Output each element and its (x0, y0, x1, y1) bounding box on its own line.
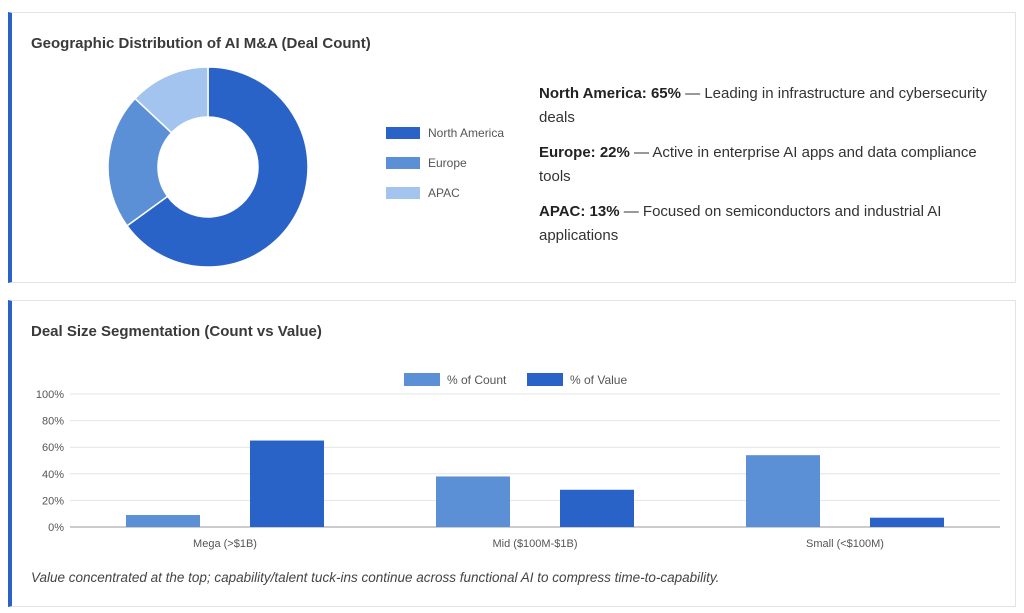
legend-swatch-europe (386, 157, 420, 169)
donut-slice-apac[interactable] (134, 66, 209, 134)
geo-card-title: Geographic Distribution of AI M&A (Deal … (31, 35, 371, 52)
legend-label-apac: APAC (428, 186, 460, 200)
deal-size-bar-chart: % of Count % of Value 0% 20% 40% 60% 80% 100% Me… (36, 373, 1000, 550)
legend-swatch-of-count (404, 373, 440, 386)
chart-note: Value concentrated at the top; capabilit… (31, 570, 720, 585)
region-insights: North America: 65% — Leading in infrastr… (539, 82, 994, 259)
size-card-title: Deal Size Segmentation (Count vs Value) (31, 323, 322, 340)
legend-label-of-count: % of Count (447, 373, 507, 387)
legend-swatch-apac (386, 187, 420, 199)
insight-text: — Focused on semiconductors and industri… (539, 203, 942, 244)
donut-slice-north-america[interactable] (126, 66, 309, 268)
x-tick-label: Small (<$100M) (806, 538, 884, 550)
y-tick-label: 100% (36, 389, 64, 401)
insight-label: APAC: 13% (539, 203, 620, 220)
x-tick-label: Mega (>$1B) (193, 538, 257, 550)
insight-apac: APAC: 13% — Focused on semiconductors an… (539, 200, 994, 248)
legend-label-europe: Europe (428, 156, 467, 170)
insight-label: North America: 65% (539, 85, 681, 102)
y-tick-label: 80% (42, 416, 64, 428)
legend-item-north-america[interactable]: North America (386, 126, 504, 140)
y-tick-label: 40% (42, 469, 64, 481)
bar-small-100m-of-value[interactable] (870, 517, 944, 527)
bar-mid-100m-1b-of-count[interactable] (436, 476, 510, 527)
legend-item-europe[interactable]: Europe (386, 156, 504, 170)
deal-size-segmentation-card: Deal Size Segmentation (Count vs Value) … (8, 300, 1016, 607)
donut-legend: North America Europe APAC (386, 126, 504, 216)
legend-item-of-value[interactable]: % of Value (527, 373, 627, 387)
insight-north-america: North America: 65% — Leading in infrastr… (539, 82, 994, 130)
insight-label: Europe: 22% (539, 144, 630, 161)
bar-mega-1b-of-count[interactable] (126, 515, 200, 527)
donut-slice-europe[interactable] (107, 97, 173, 227)
insight-europe: Europe: 22% — Active in enterprise AI ap… (539, 141, 994, 189)
geographic-distribution-card: Geographic Distribution of AI M&A (Deal … (8, 12, 1016, 283)
bar-legend: % of Count % of Value (404, 373, 627, 387)
legend-label-of-value: % of Value (570, 373, 627, 387)
legend-label-north-america: North America (428, 126, 505, 140)
legend-swatch-north-america (386, 127, 420, 139)
insight-text: — Active in enterprise AI apps and data … (539, 144, 977, 185)
legend-item-of-count[interactable]: % of Count (404, 373, 507, 387)
y-tick-label: 20% (42, 495, 64, 507)
legend-swatch-of-value (527, 373, 563, 386)
bar-small-100m-of-count[interactable] (746, 455, 820, 527)
legend-item-apac[interactable]: APAC (386, 186, 504, 200)
bar-mega-1b-of-value[interactable] (250, 440, 324, 527)
insight-text: — Leading in infrastructure and cybersec… (539, 85, 987, 126)
x-tick-label: Mid ($100M-$1B) (493, 538, 578, 550)
y-tick-label: 0% (48, 522, 64, 534)
bar-mid-100m-1b-of-value[interactable] (560, 489, 634, 527)
y-tick-label: 60% (42, 442, 64, 454)
donut-chart (107, 66, 309, 268)
